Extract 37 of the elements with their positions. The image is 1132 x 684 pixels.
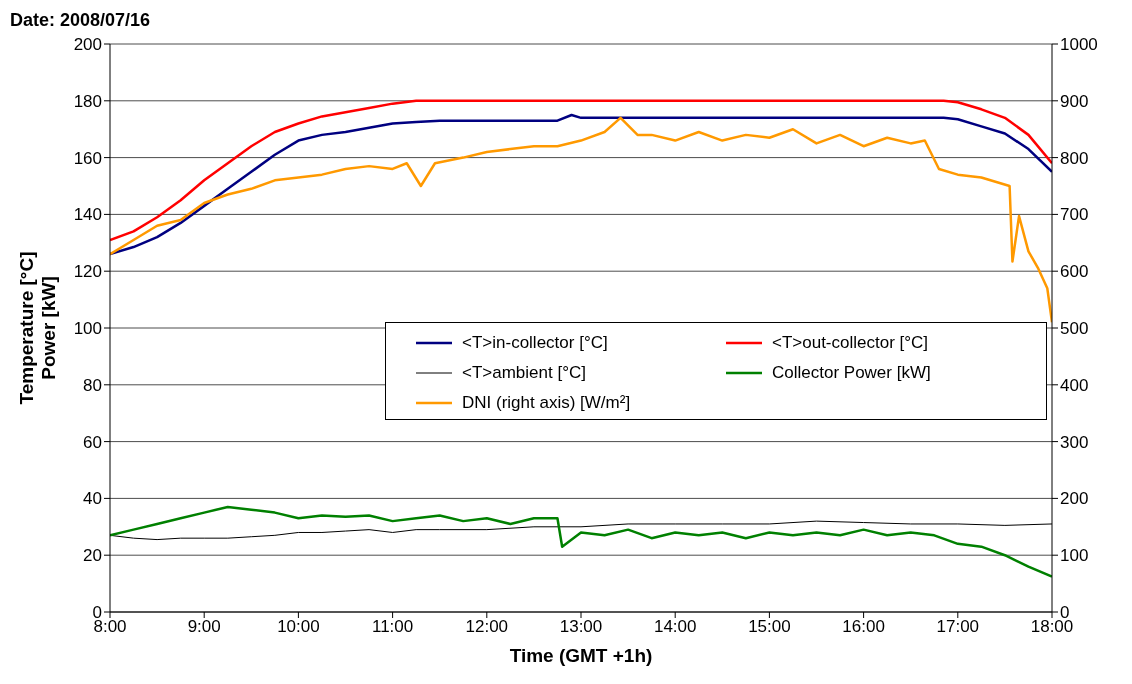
- x-tick-label: 10:00: [277, 617, 320, 637]
- x-tick-label: 17:00: [936, 617, 980, 637]
- y2-tick-label: 500: [1060, 319, 1089, 339]
- y-tick-label: 80: [83, 375, 102, 395]
- x-tick-label: 14:00: [653, 617, 697, 637]
- x-tick-label: 15:00: [748, 617, 791, 637]
- y2-tick-label: 900: [1060, 91, 1089, 111]
- legend-label: <T>ambient [°C]: [462, 363, 586, 384]
- y2-tick-label: 800: [1060, 148, 1089, 168]
- legend-label: DNI (right axis) [W/m²]: [462, 393, 631, 414]
- y-tick-label: 100: [73, 319, 102, 339]
- legend-label: Collector Power [kW]: [772, 363, 931, 384]
- y-tick-label: 120: [73, 262, 102, 282]
- y-tick-label: 160: [73, 148, 102, 168]
- y2-tick-label: 200: [1060, 489, 1089, 509]
- y2-tick-label: 300: [1060, 432, 1089, 452]
- chart-title: Date: 2008/07/16: [10, 10, 151, 31]
- x-tick-label: 11:00: [371, 617, 414, 637]
- y2-tick-label: 400: [1060, 375, 1089, 395]
- y2-tick-label: 700: [1060, 205, 1089, 225]
- x-tick-label: 9:00: [187, 617, 221, 637]
- y-tick-label: 20: [83, 546, 102, 566]
- y-tick-label: 40: [83, 489, 102, 509]
- y-tick-label: 140: [73, 205, 102, 225]
- x-tick-label: 13:00: [559, 617, 603, 637]
- x-tick-label: 16:00: [842, 617, 885, 637]
- legend-label: <T>in-collector [°C]: [462, 333, 608, 354]
- y2-tick-label: 1000: [1060, 35, 1098, 55]
- x-axis-title: Time (GMT +1h): [509, 645, 653, 666]
- y-axis-title: Temperature [°C] Power [kW]: [16, 251, 60, 405]
- y2-tick-label: 100: [1060, 546, 1089, 566]
- legend-label: <T>out-collector [°C]: [772, 333, 929, 354]
- y-tick-label: 200: [73, 35, 102, 55]
- y2-tick-label: 600: [1060, 262, 1089, 282]
- y-tick-label: 60: [83, 432, 102, 452]
- y-tick-label: 180: [73, 91, 102, 111]
- x-tick-label: 12:00: [465, 617, 509, 637]
